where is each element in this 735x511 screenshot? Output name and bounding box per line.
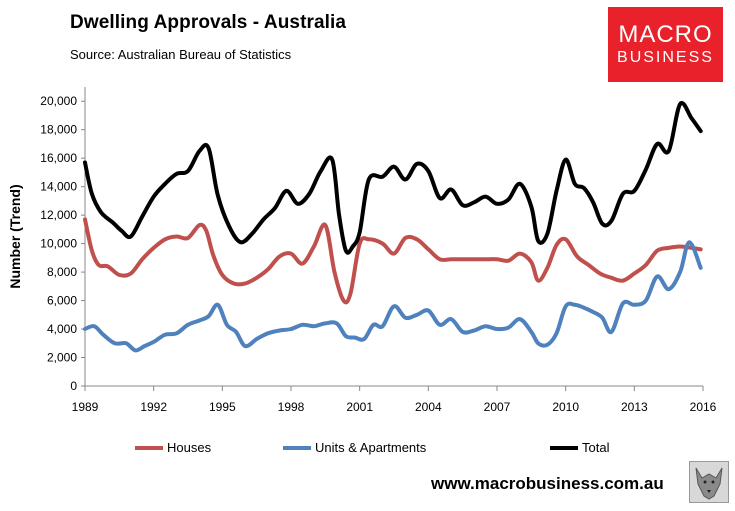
- legend-label-units: Units & Apartments: [315, 440, 427, 455]
- legend-item-houses: Houses: [135, 440, 211, 455]
- footer-url[interactable]: www.macrobusiness.com.au: [431, 474, 664, 493]
- y-tick-label: 6,000: [47, 294, 77, 308]
- legend-item-total: Total: [550, 440, 609, 455]
- x-tick-label: 2001: [346, 400, 373, 414]
- y-tick-label: 4,000: [47, 322, 77, 336]
- logo-line-1: MACRO: [618, 20, 713, 48]
- x-tick-label: 1992: [140, 400, 167, 414]
- series-line-total: [83, 100, 703, 255]
- legend-swatch-total: [550, 445, 578, 450]
- y-axis-title: Number (Trend): [7, 184, 23, 288]
- x-tick-label: 2010: [552, 400, 579, 414]
- x-tick-label: 1989: [72, 400, 99, 414]
- legend-swatch-houses: [135, 445, 163, 450]
- x-tick-label: 1995: [209, 400, 236, 414]
- wolf-icon: [689, 461, 729, 503]
- y-tick-label: 18,000: [40, 123, 77, 137]
- legend-item-units: Units & Apartments: [283, 440, 426, 455]
- y-tick-label: 2,000: [47, 351, 77, 365]
- macrobusiness-logo: MACRO BUSINESS: [608, 7, 723, 82]
- legend-label-total: Total: [582, 440, 610, 455]
- series-line-houses: [83, 217, 703, 305]
- page-title: Dwelling Approvals - Australia: [70, 12, 347, 33]
- logo-line-2: BUSINESS: [617, 48, 714, 66]
- source-note: Source: Australian Bureau of Statistics: [70, 47, 292, 62]
- y-tick-label: 14,000: [40, 180, 77, 194]
- y-tick-label: 8,000: [47, 265, 77, 279]
- x-tick-label: 2004: [415, 400, 442, 414]
- legend-label-houses: Houses: [167, 440, 212, 455]
- x-tick-label: 2013: [621, 400, 648, 414]
- series-line-units-apartments: [83, 240, 703, 353]
- y-tick-label: 20,000: [40, 94, 77, 108]
- y-tick-label: 16,000: [40, 151, 77, 165]
- legend-swatch-units: [283, 445, 311, 450]
- x-tick-label: 1998: [278, 400, 305, 414]
- y-tick-label: 0: [70, 379, 77, 393]
- y-tick-label: 10,000: [40, 237, 77, 251]
- x-tick-label: 2007: [484, 400, 511, 414]
- x-tick-label: 2016: [690, 400, 717, 414]
- y-tick-label: 12,000: [40, 208, 77, 222]
